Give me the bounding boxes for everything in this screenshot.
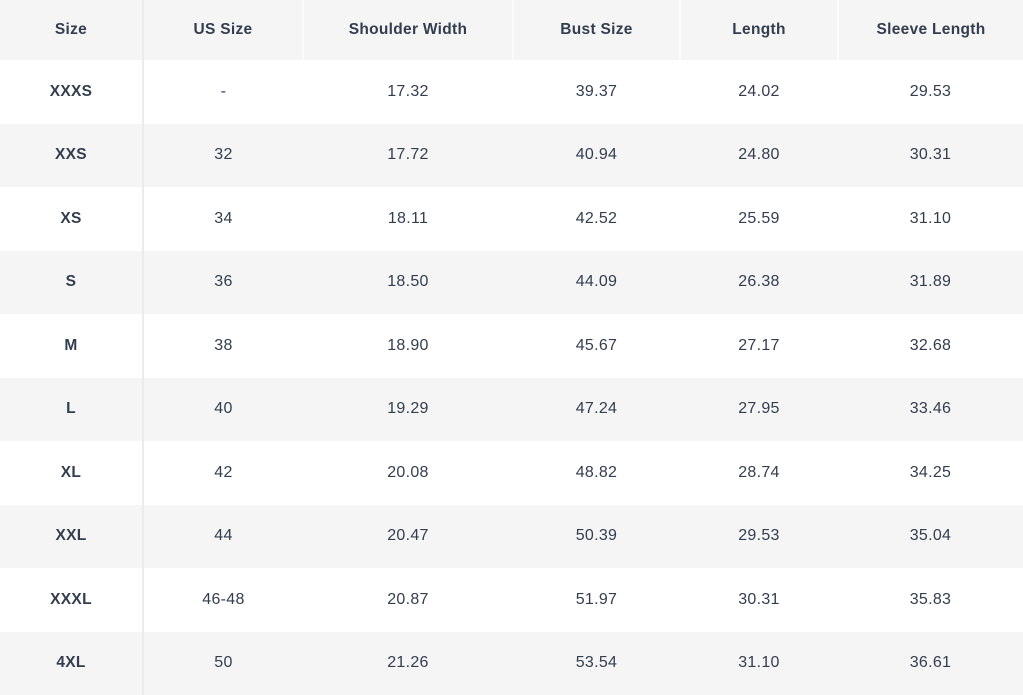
measurement-cell: 24.80: [738, 146, 780, 164]
size-chart-header: Size US Size Shoulder Width Bust Size Le…: [0, 0, 1023, 60]
measurement-cell: 44: [214, 527, 233, 545]
measurement-cell: 42.52: [575, 209, 618, 227]
measurement-cell: 31.10: [909, 209, 952, 227]
measurement-cell: 18.50: [387, 273, 429, 291]
measurement-cell: 48.82: [575, 463, 618, 481]
column-header-us-size: US Size: [143, 0, 303, 60]
measurement-cell: 30.31: [738, 590, 780, 608]
measurement-cell: 40: [214, 400, 233, 418]
table-row: XS 34 18.11 42.52 25.59 31.10: [0, 187, 1023, 251]
measurement-cell: 27.17: [738, 336, 780, 354]
size-label-cell: XXL: [0, 504, 144, 568]
measurement-cell: 17.72: [387, 146, 429, 164]
measurement-cell: 28.74: [738, 463, 780, 481]
measurement-cell: 40.94: [575, 146, 618, 164]
size-label-cell: M: [0, 314, 144, 378]
table-row: M 38 18.90 45.67 27.17 32.68: [0, 314, 1023, 378]
column-header-size: Size: [0, 0, 144, 60]
table-row: XXS 32 17.72 40.94 24.80 30.31: [0, 123, 1023, 187]
table-row: XL 42 20.08 48.82 28.74 34.25: [0, 441, 1023, 505]
measurement-cell: 32: [214, 146, 233, 164]
measurement-cell: 26.38: [738, 273, 780, 291]
measurement-cell: 21.26: [387, 654, 429, 672]
measurement-cell: 35.83: [909, 590, 952, 608]
measurement-cell: 35.04: [909, 527, 952, 545]
measurement-cell: 32.68: [909, 336, 952, 354]
measurement-cell: 20.47: [387, 527, 429, 545]
column-header-length: Length: [679, 0, 838, 60]
measurement-cell: 42: [214, 463, 233, 481]
measurement-cell: 29.53: [909, 82, 952, 100]
measurement-cell: 50: [214, 654, 233, 672]
size-label-cell: L: [0, 377, 144, 441]
measurement-cell: 18.90: [387, 336, 429, 354]
column-header-bust-size: Bust Size: [512, 0, 680, 60]
measurement-cell: 29.53: [738, 527, 780, 545]
measurement-cell: 44.09: [575, 273, 618, 291]
measurement-cell: 20.87: [387, 590, 429, 608]
table-row: 4XL 50 21.26 53.54 31.10 36.61: [0, 631, 1023, 695]
measurement-cell: 53.54: [575, 654, 618, 672]
measurement-cell: 46-48: [202, 590, 245, 608]
measurement-cell: 19.29: [387, 400, 429, 418]
size-label-cell: 4XL: [0, 631, 144, 695]
measurement-cell: 31.89: [909, 273, 952, 291]
measurement-cell: 34.25: [909, 463, 952, 481]
size-label-cell: XXS: [0, 123, 144, 187]
table-row: XXXS - 17.32 39.37 24.02 29.53: [0, 60, 1023, 124]
table-row: XXL 44 20.47 50.39 29.53 35.04: [0, 504, 1023, 568]
measurement-cell: -: [220, 82, 227, 100]
measurement-cell: 18.11: [387, 209, 429, 227]
measurement-cell: 33.46: [909, 400, 952, 418]
table-row: XXXL 46-48 20.87 51.97 30.31 35.83: [0, 568, 1023, 632]
measurement-cell: 24.02: [738, 82, 780, 100]
measurement-cell: 25.59: [738, 209, 780, 227]
measurement-cell: 31.10: [738, 654, 780, 672]
table-row: S 36 18.50 44.09 26.38 31.89: [0, 250, 1023, 314]
header-row: Size US Size Shoulder Width Bust Size Le…: [0, 0, 1023, 60]
measurement-cell: 20.08: [387, 463, 429, 481]
measurement-cell: 36: [214, 273, 233, 291]
column-header-sleeve-length: Sleeve Length: [837, 0, 1023, 60]
size-label-cell: XXXL: [0, 568, 144, 632]
size-chart-body: XXXS - 17.32 39.37 24.02 29.53 XXS 32 17.72 40.94…: [0, 60, 1023, 695]
measurement-cell: 50.39: [575, 527, 618, 545]
size-label-cell: XXXS: [0, 60, 144, 124]
measurement-cell: 17.32: [387, 82, 429, 100]
measurement-cell: 39.37: [575, 82, 618, 100]
measurement-cell: 47.24: [575, 400, 618, 418]
measurement-cell: 34: [214, 209, 233, 227]
measurement-cell: 45.67: [575, 336, 618, 354]
measurement-cell: 30.31: [909, 146, 952, 164]
column-header-shoulder-width: Shoulder Width: [302, 0, 513, 60]
table-row: L 40 19.29 47.24 27.95 33.46: [0, 377, 1023, 441]
measurement-cell: 51.97: [575, 590, 618, 608]
size-label-cell: XS: [0, 187, 144, 251]
measurement-cell: 38: [214, 336, 233, 354]
measurement-cell: 27.95: [738, 400, 780, 418]
size-label-cell: XL: [0, 441, 144, 505]
measurement-cell: 36.61: [909, 654, 952, 672]
size-label-cell: S: [0, 250, 144, 314]
